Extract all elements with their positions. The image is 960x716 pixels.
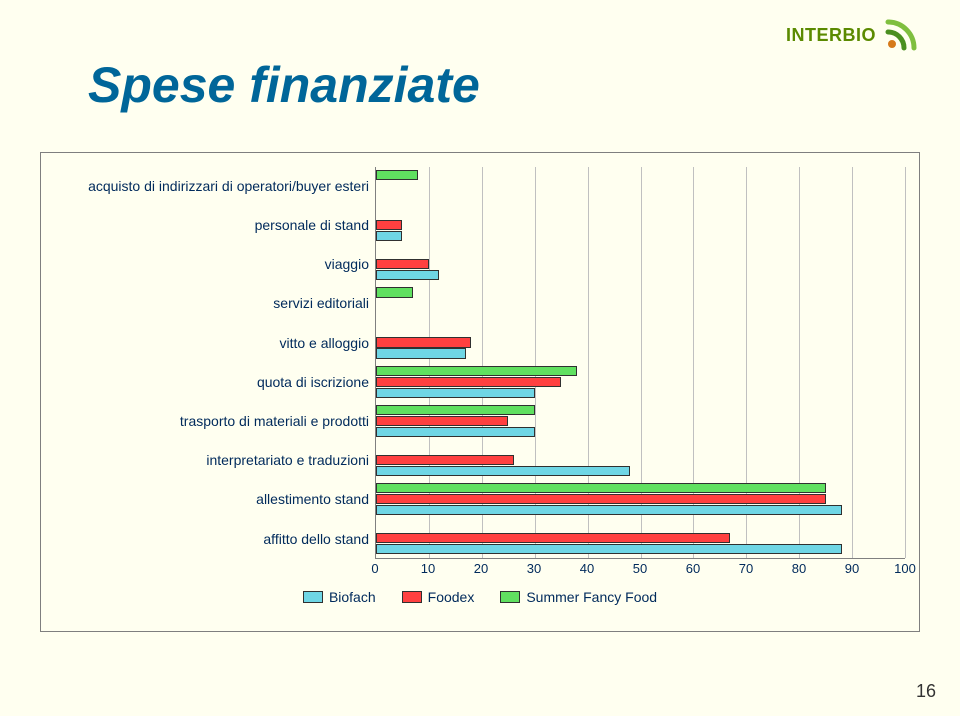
bar: [376, 466, 630, 476]
bar: [376, 270, 439, 280]
legend-label: Summer Fancy Food: [526, 589, 657, 605]
bar: [376, 427, 535, 437]
brand: INTERBIO: [786, 18, 918, 52]
bar: [376, 170, 418, 180]
chart: acquisto di indirizzari di operatori/buy…: [55, 167, 905, 617]
bar: [376, 366, 577, 376]
x-tick: 20: [474, 561, 488, 576]
x-tick: 70: [739, 561, 753, 576]
bar-group: [376, 519, 905, 558]
bar-group: [376, 363, 905, 402]
bar: [376, 405, 535, 415]
bar: [376, 494, 826, 504]
bar-group: [376, 206, 905, 245]
bar-group: [376, 167, 905, 206]
category-label: allestimento stand: [55, 492, 369, 507]
bar-group: [376, 323, 905, 362]
y-axis-labels: acquisto di indirizzari di operatori/buy…: [55, 167, 375, 559]
bar: [376, 231, 402, 241]
bar: [376, 505, 842, 515]
page-title: Spese finanziate: [88, 56, 480, 114]
category-label: viaggio: [55, 257, 369, 272]
legend-swatch: [303, 591, 323, 603]
bar: [376, 348, 466, 358]
legend-swatch: [402, 591, 422, 603]
bar-group: [376, 245, 905, 284]
legend-item: Foodex: [402, 589, 475, 605]
bar: [376, 533, 730, 543]
gridline: [905, 167, 906, 558]
legend-label: Foodex: [428, 589, 475, 605]
bar: [376, 220, 402, 230]
bar-group: [376, 441, 905, 480]
bar-group: [376, 402, 905, 441]
legend-item: Summer Fancy Food: [500, 589, 657, 605]
bar: [376, 259, 429, 269]
bar: [376, 416, 508, 426]
plot-area: [375, 167, 905, 559]
brand-text: INTERBIO: [786, 25, 876, 46]
bar: [376, 483, 826, 493]
category-label: vitto e alloggio: [55, 336, 369, 351]
bar: [376, 544, 842, 554]
x-tick: 50: [633, 561, 647, 576]
legend: Biofach Foodex Summer Fancy Food: [55, 589, 905, 605]
bar-group: [376, 284, 905, 323]
bar: [376, 287, 413, 297]
rss-icon: [884, 18, 918, 52]
bar: [376, 455, 514, 465]
category-label: acquisto di indirizzari di operatori/buy…: [55, 179, 369, 194]
page-number: 16: [916, 681, 936, 702]
category-label: interpretariato e traduzioni: [55, 453, 369, 468]
x-tick: 60: [686, 561, 700, 576]
category-label: quota di iscrizione: [55, 375, 369, 390]
x-axis: 0102030405060708090100: [375, 559, 905, 579]
x-tick: 40: [580, 561, 594, 576]
bar: [376, 377, 561, 387]
category-label: affitto dello stand: [55, 532, 369, 547]
category-label: servizi editoriali: [55, 296, 369, 311]
legend-swatch: [500, 591, 520, 603]
x-tick: 80: [792, 561, 806, 576]
category-label: personale di stand: [55, 218, 369, 233]
legend-label: Biofach: [329, 589, 376, 605]
bar-group: [376, 480, 905, 519]
x-tick: 90: [845, 561, 859, 576]
x-tick: 0: [371, 561, 378, 576]
category-label: trasporto di materiali e prodotti: [55, 414, 369, 429]
chart-frame: acquisto di indirizzari di operatori/buy…: [40, 152, 920, 632]
x-tick: 10: [421, 561, 435, 576]
x-tick: 30: [527, 561, 541, 576]
legend-item: Biofach: [303, 589, 376, 605]
bar: [376, 337, 471, 347]
x-tick: 100: [894, 561, 916, 576]
bar: [376, 388, 535, 398]
